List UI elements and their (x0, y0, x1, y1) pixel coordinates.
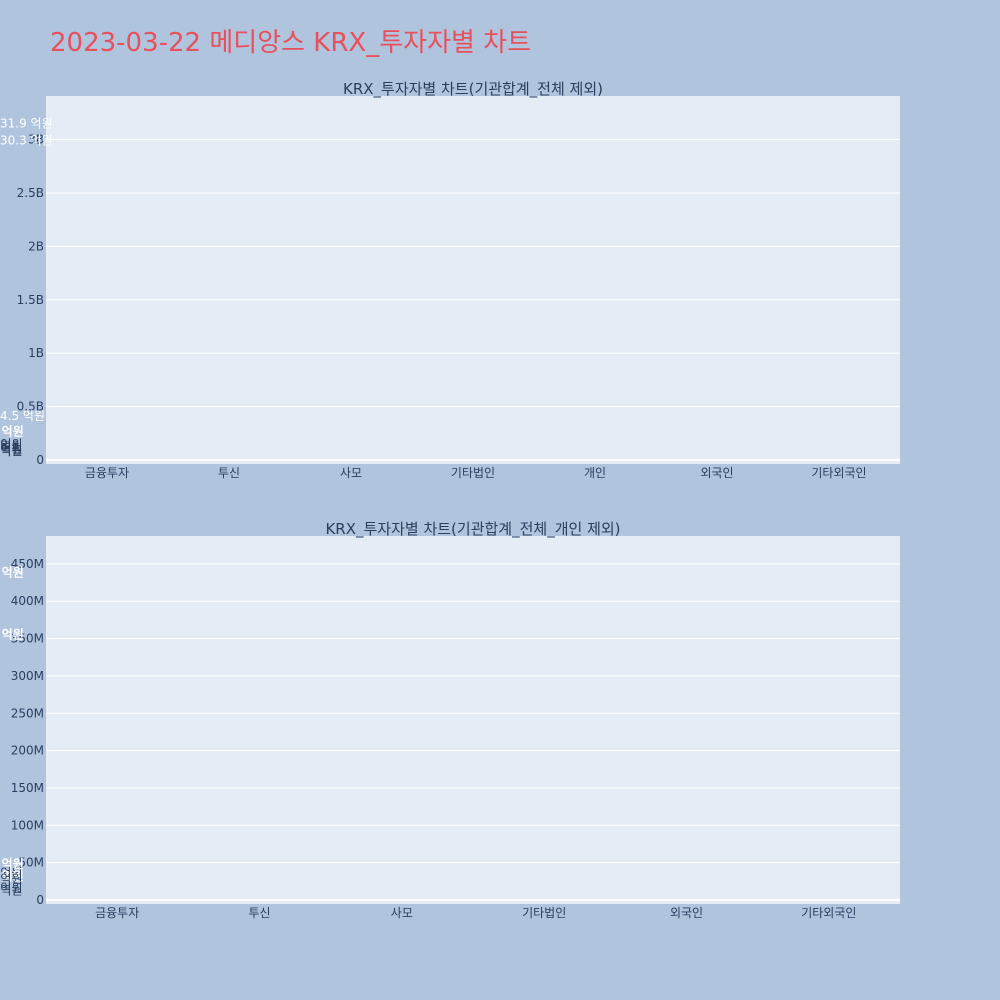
bar-data-label: 0.5 억원 (0, 869, 24, 883)
x-tick-label: 사모 (340, 466, 362, 480)
y-tick-label: 0 (36, 893, 44, 907)
bar-data-label: 0.2 억원 (0, 866, 22, 880)
bar-data-label: 0.6 억원 (0, 438, 22, 452)
bar-data-label: 0.0 억원 (0, 883, 22, 897)
chart-1: KRX_투자자별 차트(기관합계_전체 제외) 0 0.5B 1B 1.5B 2B 2.5B… (0, 80, 900, 480)
bar-data-label: 0.2 억원 (0, 872, 22, 886)
bar-data-label: 0.2 억원 (0, 441, 22, 455)
x-tick-label: 투신 (248, 906, 270, 920)
chart-title: KRX_투자자별 차트(기관합계_전체_개인 제외) (325, 520, 620, 539)
y-tick-label: 300M (11, 669, 44, 683)
y-tick-label: 150M (11, 781, 44, 795)
bar-data-label: 0.0 억원 (0, 881, 22, 895)
y-tick-label: 0.5B (17, 400, 44, 414)
y-tick-label: 1B (28, 346, 44, 360)
bar-data-label: 0.2 억원 (0, 442, 22, 456)
y-tick-label: 3B (28, 133, 44, 147)
y-tick-label: 350M (11, 632, 44, 646)
x-tick-label: 기타외국인 (801, 906, 856, 920)
chart-2: KRX_투자자별 차트(기관합계_전체_개인 제외) 0 50M 100M 150M 20… (0, 520, 900, 920)
x-tick-label: 투신 (218, 466, 240, 480)
bar-data-label: 0.0 억원 (0, 444, 22, 458)
bar-data-label: 0.5 억원 (0, 439, 22, 453)
y-tick-label: 400M (11, 594, 44, 608)
bar-data-label: 3.7 억원 (0, 628, 24, 642)
bar-data-label: 30.3 억원 (0, 134, 53, 148)
x-tick-label: 외국인 (670, 906, 703, 920)
plot-area (46, 536, 900, 904)
y-tick-label: 2.5B (17, 186, 44, 200)
y-tick-label: 2B (28, 239, 44, 253)
bar-data-label: 4.5 억원 (0, 566, 24, 580)
plot-area (46, 96, 900, 464)
chart-title: KRX_투자자별 차트(기관합계_전체 제외) (343, 80, 603, 99)
x-tick-label: 외국인 (700, 466, 733, 480)
y-tick-label: 50M (18, 856, 44, 870)
y-tick-label: 1.5B (17, 293, 44, 307)
x-tick-label: 금융투자 (95, 906, 139, 920)
y-tick-label: 100M (11, 818, 44, 832)
bar-data-label: 31.9 억원 (0, 116, 53, 130)
bar-data-label: 0.6 억원 (0, 857, 24, 871)
y-tick-label: 200M (11, 744, 44, 758)
bar-data-label: 3.7 억원 (0, 424, 24, 438)
y-tick-label: 250M (11, 706, 44, 720)
page-title: 2023-03-22 메디앙스 KRX_투자자별 차트 (50, 28, 532, 58)
bar-data-label: 0.0 억원 (0, 444, 22, 458)
x-tick-label: 사모 (391, 906, 413, 920)
bar-data-label: 4.5 억원 (0, 409, 45, 423)
x-tick-label: 기타외국인 (811, 466, 866, 480)
x-tick-label: 개인 (584, 466, 606, 480)
y-tick-label: 0 (36, 453, 44, 467)
y-tick-label: 450M (11, 557, 44, 571)
x-tick-label: 금융투자 (85, 466, 129, 480)
x-tick-label: 기타법인 (522, 906, 566, 920)
x-tick-label: 기타법인 (451, 466, 495, 480)
